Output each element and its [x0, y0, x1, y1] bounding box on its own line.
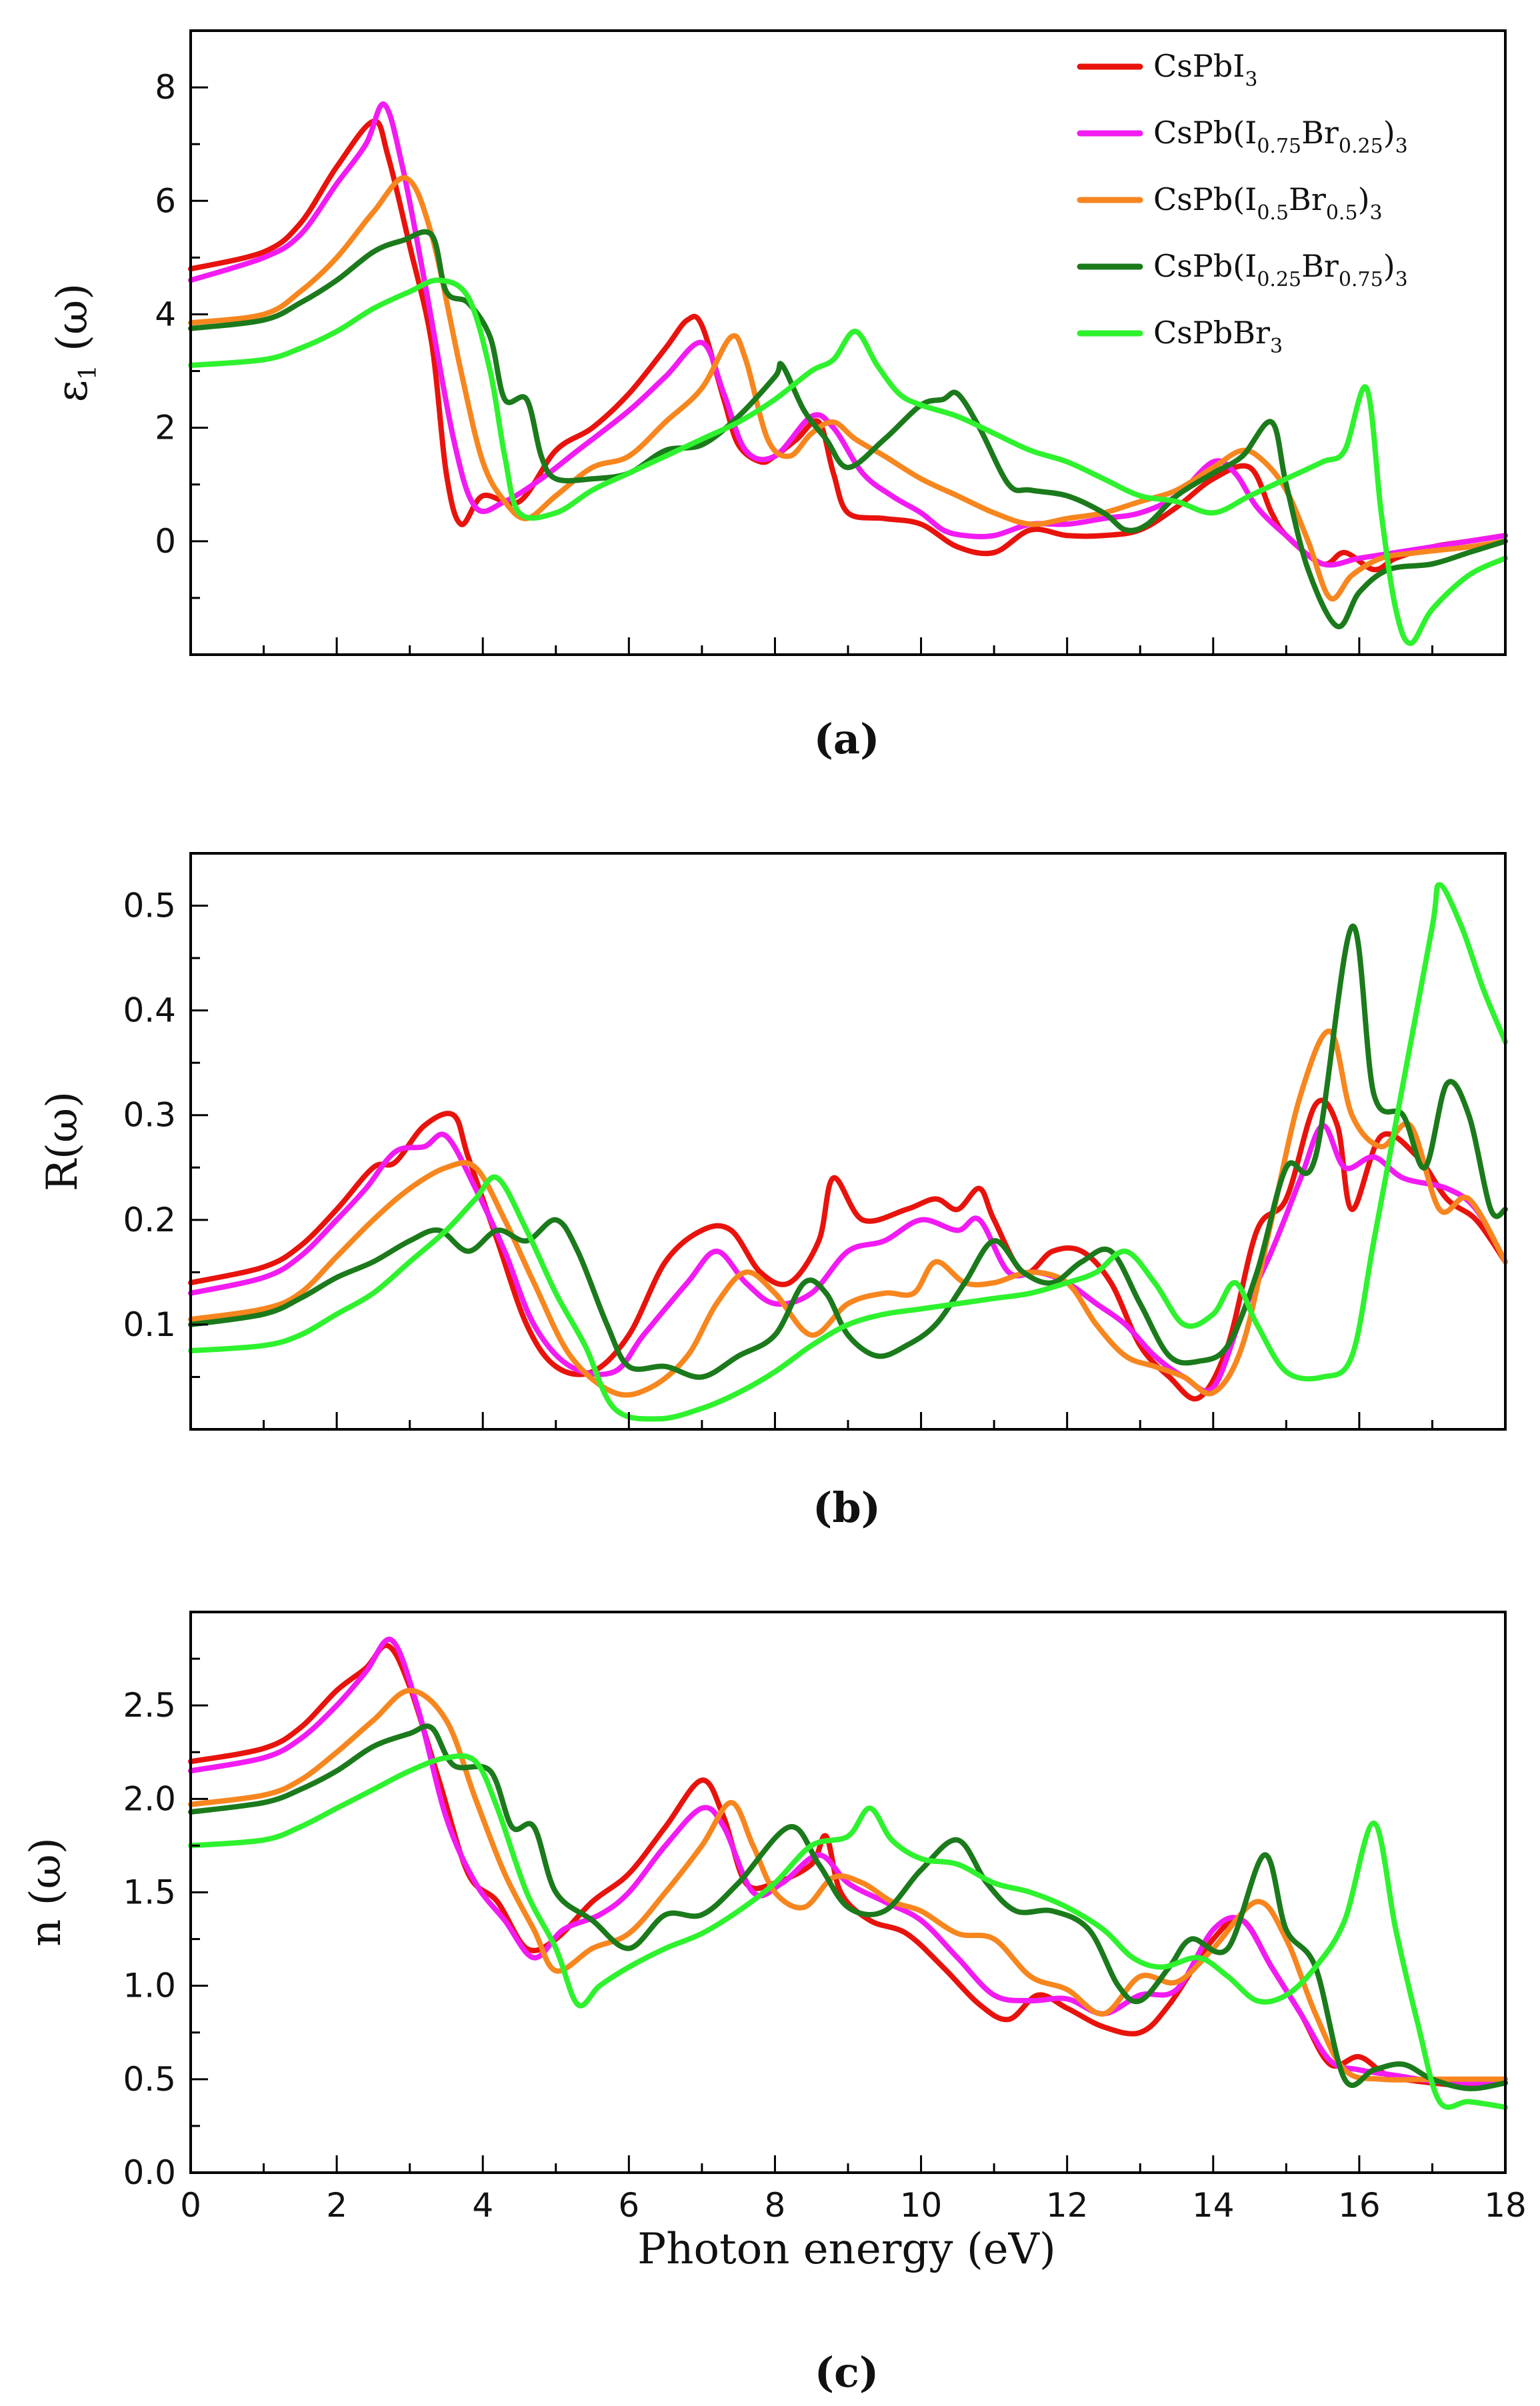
legend-text-part: CsPb(I: [1153, 181, 1257, 217]
panel-a-ylabel-main: ε: [48, 380, 97, 402]
legend-text-part: 3: [1370, 201, 1383, 225]
legend-text-part: CsPbBr: [1153, 315, 1270, 351]
legend-text-part: Br: [1289, 181, 1326, 217]
panel-c-x-tick-label: 8: [765, 2186, 786, 2225]
legend-text-part: ): [1383, 115, 1395, 151]
legend-entry-label: CsPb(I0.5Br0.5)3: [1153, 181, 1383, 225]
panel-a-label: (a): [814, 715, 880, 763]
panel-b-series-line: [188, 923, 1508, 1380]
panel-c-series: [188, 1636, 1508, 2110]
panel-c-y-tick-label: 0.5: [123, 2060, 176, 2099]
panel-c-x-tick-label: 12: [1046, 2186, 1089, 2225]
legend-text-part: CsPb(I: [1153, 115, 1257, 151]
panel-c-y-tick-label: 1.0: [123, 1967, 176, 2005]
panel-b-y-axis-title: R(ω): [38, 1091, 87, 1191]
panel-c-x-tick-label: 16: [1338, 2186, 1381, 2225]
panel-a-y-tick-label: 4: [155, 295, 176, 333]
panel-c-x-tick-label: 4: [472, 2186, 493, 2225]
legend-text-part: 3: [1395, 135, 1408, 158]
panel-b-series-line: [188, 1097, 1508, 1402]
panel-a-series-line: [188, 101, 1508, 568]
legend-entry-label: CsPb(I0.25Br0.75)3: [1153, 248, 1408, 291]
panel-a-series-line: [188, 229, 1508, 629]
panel-a-frame: [189, 29, 1507, 656]
panel-b-y-tick-label: 0.4: [123, 991, 176, 1030]
panel-c-label: (c): [815, 2348, 879, 2397]
legend-text-part: CsPb(I: [1153, 248, 1257, 284]
panel-b-y-tick-label: 0.2: [123, 1201, 176, 1239]
panel-a-ylabel-sub: 1: [75, 365, 102, 380]
panel-b-y-tick-label: 0.1: [123, 1305, 176, 1344]
legend-text-part: CsPbI: [1153, 48, 1245, 84]
panel-a-y-tick-label: 0: [155, 522, 176, 561]
legend-entry-label: CsPbBr3: [1153, 315, 1283, 358]
legend-text-part: 0.5: [1326, 201, 1358, 225]
panel-c-y-tick-label: 2.5: [123, 1686, 176, 1725]
panel-c-x-tick-label: 18: [1484, 2186, 1527, 2225]
legend-text-part: 3: [1270, 335, 1283, 358]
panel-a-y-axis-title: ε1 (ω): [48, 283, 102, 403]
panel-b: 0.1 0.2 0.3 0.4 0.5 R(ω) (b): [38, 852, 1508, 1532]
panel-c-x-tick-label: 14: [1192, 2186, 1235, 2225]
legend-text-part: 3: [1245, 68, 1257, 91]
panel-a-y-tick-label: 2: [155, 409, 176, 447]
panel-c-x-tick-label: 0: [180, 2186, 201, 2225]
panel-b-series-line: [188, 1123, 1508, 1394]
legend: CsPbI3CsPb(I0.75Br0.25)3CsPb(I0.5Br0.5)3…: [1077, 48, 1408, 358]
panel-a-y-tick-label: 6: [155, 181, 176, 220]
legend-text-part: Br: [1301, 248, 1339, 284]
panel-c-y-tick-label: 2.0: [123, 1779, 176, 1818]
legend-text-part: ): [1358, 181, 1370, 217]
panel-c-y-tick-label: 1.5: [123, 1873, 176, 1912]
panel-c-series-line: [188, 1723, 1508, 2091]
legend-text-part: 0.75: [1339, 268, 1383, 291]
panel-c-series-line: [188, 1687, 1508, 2083]
panel-c-x-axis-title: Photon energy (eV): [637, 2225, 1056, 2274]
panel-c-ticks: 0.0 0.5 1.0 1.5 2.0 2.5 0 2 4 6 8 10 12 14 16 18: [123, 1611, 1527, 2225]
legend-text-part: 0.75: [1257, 135, 1301, 158]
panel-c-x-tick-label: 2: [326, 2186, 347, 2225]
panel-c-frame: [189, 1611, 1507, 2174]
legend-entry-label: CsPbI3: [1153, 48, 1257, 91]
panel-c: 0.00.51.01.52.02.50 2 4 6 8 10 12 14 16 18 n (ω) …: [21, 1611, 1527, 2397]
legend-text-part: Br: [1301, 115, 1339, 151]
panel-a-series: [188, 101, 1508, 646]
legend-entry-label: CsPb(I0.75Br0.25)3: [1153, 115, 1408, 158]
panel-a-series-line: [188, 277, 1508, 646]
legend-text-part: 3: [1395, 268, 1408, 291]
panel-b-label: (b): [813, 1483, 881, 1532]
legend-text-part: 0.25: [1257, 268, 1301, 291]
panel-c-y-axis-title: n (ω): [21, 1837, 71, 1947]
legend-text-part: 0.5: [1257, 201, 1289, 225]
panel-b-y-tick-label: 0.3: [123, 1096, 176, 1135]
panel-a-y-tick-label: 8: [155, 68, 176, 107]
panel-b-frame: [189, 852, 1507, 1431]
panel-b-series-line: [188, 882, 1508, 1422]
panel-c-x-tick-label: 6: [618, 2186, 639, 2225]
legend-text-part: ): [1383, 248, 1395, 284]
panel-b-y-tick-label: 0.5: [123, 887, 176, 925]
panel-a-ylabel-suffix: (ω): [48, 283, 97, 365]
panel-c-x-tick-label: 10: [900, 2186, 943, 2225]
legend-text-part: 0.25: [1339, 135, 1383, 158]
panel-c-series-line: [188, 1753, 1508, 2110]
panel-b-ticks: 0.1 0.2 0.3 0.4 0.5: [123, 852, 1507, 1431]
panel-b-series: [188, 882, 1508, 1422]
panel-b-series-line: [188, 1029, 1508, 1398]
panel-c-y-tick-label: 0.0: [123, 2153, 176, 2192]
